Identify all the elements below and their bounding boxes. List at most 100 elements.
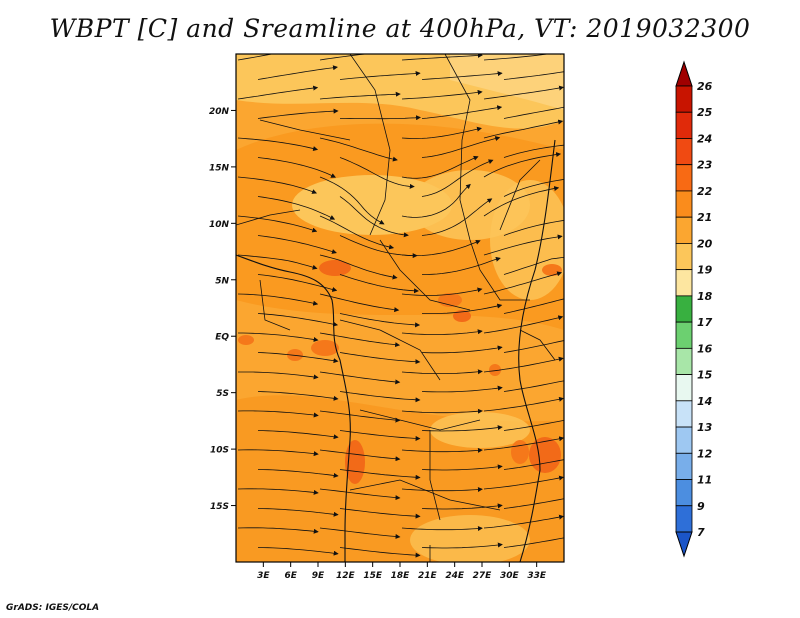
colorbar-label: 16	[697, 342, 713, 355]
chart: 20N 15N 10N 5N EQ 5S 10S 15S 3E 6E 9E 12E 15E 18E 21E…	[209, 53, 713, 581]
colorbar-label: 7	[697, 526, 705, 539]
streamline	[339, 352, 421, 365]
x-tick-label: 3E	[257, 571, 270, 581]
streamline	[421, 303, 503, 314]
colorbar-swatch	[675, 269, 693, 297]
field-hot-spot	[511, 440, 529, 464]
streamline	[503, 298, 564, 314]
y-tick-label: EQ	[215, 333, 229, 343]
streamline	[237, 254, 318, 270]
streamline	[257, 313, 339, 327]
colorbar-label: 22	[697, 185, 713, 198]
streamline	[421, 198, 493, 236]
borders	[236, 54, 556, 562]
colorbar-label: 15	[697, 369, 713, 382]
streamline	[339, 313, 421, 328]
streamline	[339, 196, 409, 238]
colorbar-swatch	[675, 400, 693, 428]
colorbar-label: 19	[697, 264, 713, 277]
streamline	[319, 332, 401, 348]
streamline	[319, 137, 398, 162]
y-tick-label: 15N	[209, 163, 230, 173]
streamline	[503, 144, 564, 158]
streamline	[339, 274, 419, 294]
colorbar-swatch	[675, 479, 693, 507]
colorbar-swatch	[675, 138, 693, 166]
colorbar-swatch	[675, 374, 693, 402]
y-tick-label: 10S	[210, 446, 229, 456]
streamline	[339, 430, 421, 441]
field-hot-spot	[529, 437, 561, 473]
streamline	[238, 332, 319, 342]
field-cool-vortex	[292, 175, 452, 235]
streamline	[339, 391, 421, 403]
colorbar-top-arrow	[675, 60, 693, 87]
streamline	[401, 239, 481, 256]
chart-title: WBPT [C] and Sreamline at 400hPa, VT: 20…	[49, 14, 751, 43]
streamline	[401, 369, 483, 375]
streamline	[237, 410, 319, 418]
streamline	[401, 408, 483, 414]
streamline	[257, 235, 337, 254]
streamline	[319, 293, 400, 313]
x-tick-label: 33E	[527, 571, 547, 581]
field-cool-northeast	[450, 54, 564, 110]
colorbar-label: 24	[697, 132, 712, 145]
streamline	[257, 391, 339, 401]
streamline	[401, 287, 483, 296]
colorbar-swatch	[675, 243, 693, 271]
streamline	[319, 254, 398, 280]
field-cool-southeast	[410, 515, 530, 562]
colorbar-label: 25	[697, 106, 713, 119]
streamline	[421, 136, 501, 158]
streamline	[237, 215, 318, 233]
x-tick-label: 12E	[336, 571, 356, 581]
streamline	[503, 419, 564, 431]
x-tick-label: 15E	[363, 571, 383, 581]
x-tick-label: 18E	[391, 571, 411, 581]
streamline	[503, 71, 564, 80]
streamline	[319, 91, 401, 100]
streamline	[422, 256, 501, 275]
streamline	[483, 271, 563, 295]
colorbar-bottom-arrow	[675, 531, 693, 558]
streamline	[503, 380, 564, 392]
streamline	[319, 410, 401, 423]
streamline	[339, 71, 421, 80]
streamline	[483, 119, 564, 139]
streamline	[483, 514, 564, 529]
streamline	[421, 71, 503, 80]
streamline	[401, 447, 483, 453]
streamline	[503, 537, 564, 548]
x-axis: 3E 6E 9E 12E 15E 18E 21E 24E 27E 30E 33E	[257, 562, 547, 581]
field-hot-spot	[345, 440, 365, 484]
streamline	[257, 469, 339, 478]
streamline	[257, 108, 339, 119]
streamline	[339, 157, 415, 189]
colorbar-swatch	[675, 216, 693, 244]
streamline	[483, 85, 564, 100]
x-tick-label: 24E	[445, 571, 465, 581]
colorbar-swatch	[675, 85, 693, 113]
y-axis: 20N 15N 10N 5N EQ 5S 10S 15S	[209, 107, 236, 512]
streamline	[483, 475, 564, 490]
colorbar-label: 18	[697, 290, 713, 303]
streamline	[483, 54, 564, 61]
colorbar-label: 21	[697, 211, 712, 224]
field-hot-spot	[489, 364, 501, 376]
streamline	[503, 459, 564, 470]
streamline	[401, 329, 483, 335]
streamline	[257, 157, 336, 178]
streamline	[503, 178, 564, 197]
colorbar-label: 20	[697, 237, 713, 250]
colorbar-swatch	[675, 295, 693, 323]
streamline	[238, 371, 319, 380]
colorbar-swatch	[675, 111, 693, 139]
field-cool-south	[430, 412, 530, 448]
x-tick-label: 30E	[500, 571, 520, 581]
field-hot-spot	[542, 264, 562, 276]
y-tick-label: 5S	[216, 389, 229, 399]
streamline	[401, 155, 479, 179]
colorbar-label: 13	[697, 421, 713, 434]
streamline	[421, 503, 503, 510]
